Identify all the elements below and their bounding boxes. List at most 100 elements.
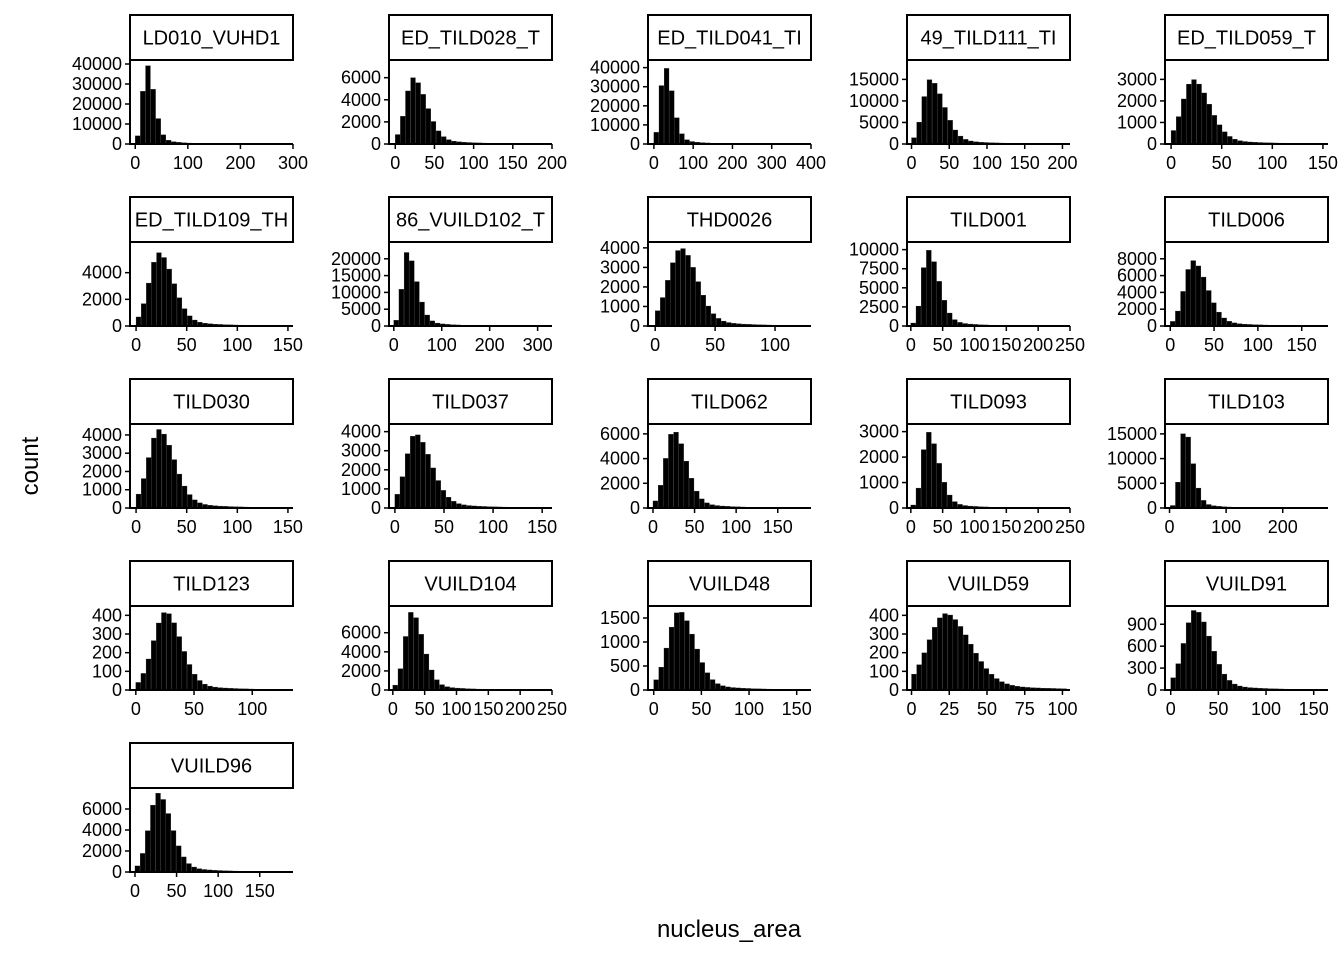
- x-tick-label: 100: [959, 517, 989, 537]
- y-tick-label: 0: [112, 316, 122, 336]
- histogram-bar: [683, 460, 689, 509]
- histogram-bar: [1206, 104, 1212, 145]
- facet-strip-label: TILD030: [173, 392, 250, 414]
- facet-strip-label: LD010_VUHD1: [143, 28, 281, 50]
- histogram-bar: [408, 612, 414, 691]
- x-tick-label: 75: [1015, 699, 1035, 719]
- y-tick-label: 7500: [859, 259, 899, 279]
- y-tick-label: 6000: [341, 68, 381, 88]
- x-tick-label: 50: [933, 517, 953, 537]
- x-tick-label: 100: [972, 153, 1002, 173]
- x-tick-label: 150: [473, 699, 503, 719]
- y-tick-label: 6000: [341, 623, 381, 643]
- x-tick-label: 100: [1047, 699, 1077, 719]
- x-tick-label: 200: [1047, 153, 1077, 173]
- y-tick-label: 4000: [1117, 282, 1157, 302]
- histogram-bar: [978, 661, 984, 691]
- histogram-bar: [679, 133, 685, 145]
- histogram-bar: [182, 308, 188, 327]
- histogram-bar: [1186, 83, 1192, 145]
- facet-strip-label: THD0026: [687, 210, 773, 232]
- x-tick-label: 150: [527, 517, 557, 537]
- y-tick-label: 600: [1127, 636, 1157, 656]
- y-tick-label: 30000: [590, 77, 640, 97]
- facet-strip: [388, 378, 553, 425]
- histogram-bar: [963, 634, 969, 691]
- facet-strip-label: VUILD48: [689, 574, 770, 596]
- x-tick-label: 50: [424, 153, 444, 173]
- histogram-bar: [1201, 621, 1207, 691]
- histogram-bar: [160, 134, 167, 145]
- y-tick-label: 0: [630, 680, 640, 700]
- histogram-bar: [135, 316, 142, 327]
- histogram-bar: [1180, 291, 1186, 327]
- histogram-bar: [952, 129, 958, 145]
- histogram-bars: [393, 252, 549, 327]
- histogram-bar: [1181, 98, 1187, 145]
- histogram-bar: [685, 255, 691, 327]
- histogram-bar: [145, 658, 152, 691]
- histogram-bar: [921, 652, 927, 691]
- x-tick-label: 50: [1212, 153, 1232, 173]
- histogram-bars: [910, 432, 1067, 509]
- histogram-bar: [657, 485, 664, 509]
- histogram-bar: [150, 804, 156, 873]
- facet-strip: [129, 742, 294, 789]
- y-tick-label: 0: [1147, 680, 1157, 700]
- histogram-bar: [415, 434, 421, 509]
- histogram-bar: [186, 863, 192, 873]
- histogram-bar: [674, 117, 680, 145]
- histogram-bar: [151, 262, 157, 327]
- y-tick-label: 1500: [600, 608, 640, 628]
- histogram-bar: [429, 669, 435, 691]
- histogram-bar: [653, 679, 659, 691]
- facet-strip-label: TILD093: [950, 392, 1027, 414]
- histogram-bar: [410, 436, 416, 509]
- y-tick-label: 2000: [600, 473, 640, 493]
- y-tick-label: 4000: [82, 263, 122, 283]
- x-tick-label: 0: [390, 153, 400, 173]
- x-tick-label: 0: [130, 881, 140, 901]
- histogram-bar: [916, 664, 922, 691]
- y-tick-label: 20000: [72, 94, 122, 114]
- histogram-bar: [1201, 500, 1207, 509]
- histogram-bar: [187, 315, 193, 327]
- histogram-bar: [155, 118, 161, 145]
- histogram-bar: [699, 498, 705, 509]
- histogram-bar: [397, 668, 404, 691]
- y-tick-label: 15000: [331, 266, 381, 286]
- y-tick-label: 300: [1127, 658, 1157, 678]
- histogram-bar: [405, 90, 411, 145]
- y-tick-label: 10000: [590, 115, 640, 135]
- histogram-bar: [705, 305, 711, 327]
- histogram-bars: [1170, 610, 1325, 691]
- histogram-bar: [430, 467, 436, 509]
- histogram-bar: [145, 830, 151, 873]
- y-tick-label: 900: [1127, 614, 1157, 634]
- x-tick-label: 50: [977, 699, 997, 719]
- histogram-bars: [1170, 433, 1325, 509]
- histogram-bar: [936, 463, 942, 509]
- histogram-bar: [655, 310, 661, 327]
- histogram-bar: [957, 135, 964, 145]
- x-tick-label: 0: [388, 699, 398, 719]
- x-tick-label: 0: [131, 335, 141, 355]
- y-tick-label: 4000: [341, 642, 381, 662]
- y-tick-label: 400: [869, 605, 899, 625]
- histogram-bar: [663, 647, 669, 691]
- histogram-bars: [652, 432, 808, 509]
- facet-strip-label: ED_TILD109_TH: [135, 210, 288, 232]
- histogram-bar: [446, 497, 452, 509]
- y-tick-label: 2000: [341, 661, 381, 681]
- histogram-bar: [1185, 436, 1191, 509]
- y-tick-label: 15000: [1107, 424, 1157, 444]
- histogram-bar: [170, 830, 177, 873]
- histogram-bar: [916, 121, 922, 145]
- histogram-bar: [1222, 131, 1228, 145]
